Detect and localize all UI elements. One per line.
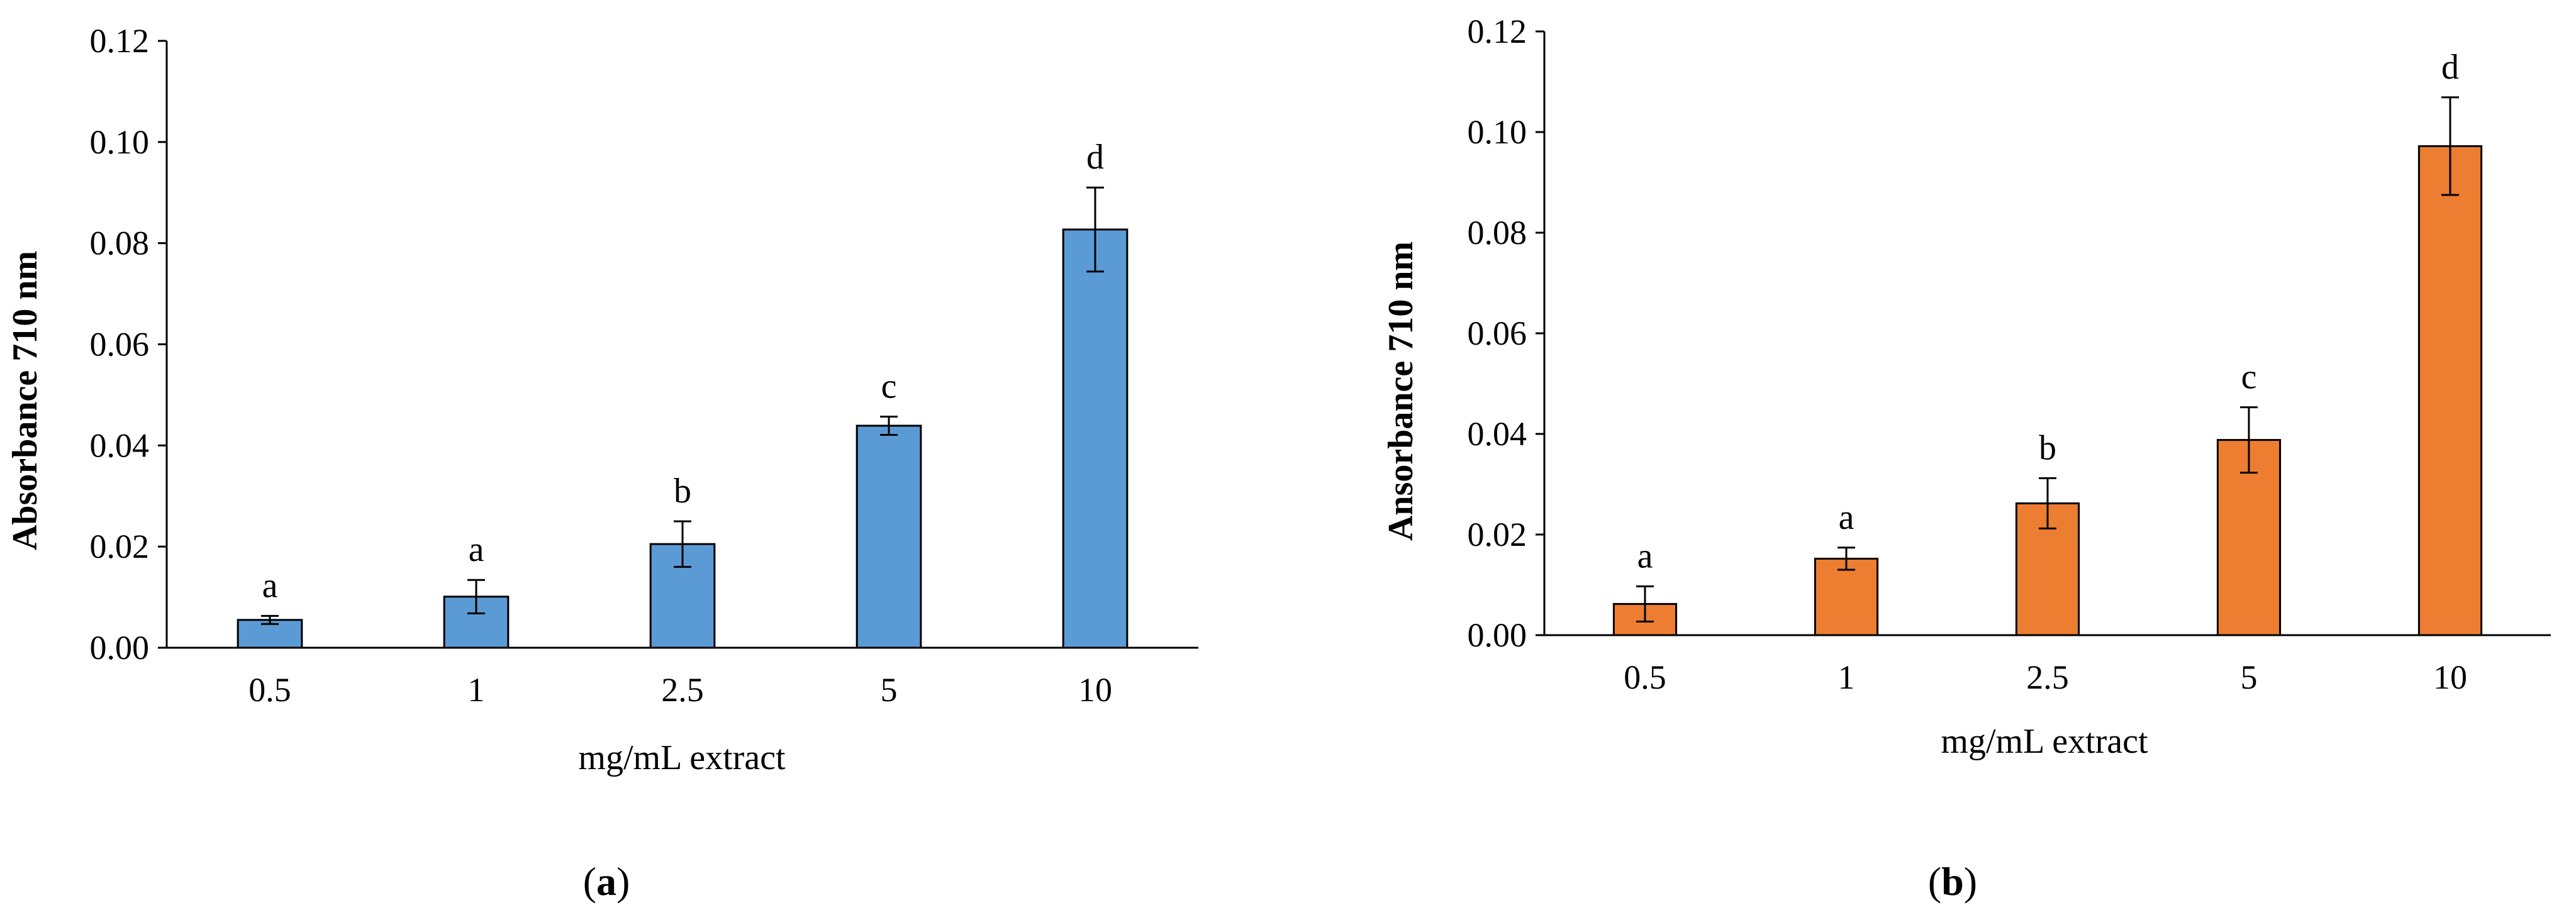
x-tick-label-b: 2.5 bbox=[2026, 658, 2069, 696]
x-axis-title-b: mg/mL extract bbox=[1941, 722, 2148, 761]
bar-b-10 bbox=[2417, 145, 2483, 636]
y-tick-label-a: 0.04 bbox=[90, 426, 150, 464]
y-tick-label-b: 0.06 bbox=[1468, 314, 1527, 352]
panel-label-a: (a) bbox=[583, 859, 630, 904]
y-tick-label-a: 0.00 bbox=[90, 629, 150, 667]
significance-label-b: a bbox=[1839, 498, 1854, 537]
y-tick-label-a: 0.02 bbox=[90, 528, 150, 565]
y-tick-label-b: 0.10 bbox=[1468, 113, 1527, 151]
x-tick-label-a: 2.5 bbox=[661, 671, 704, 709]
significance-label-b: a bbox=[1637, 536, 1653, 575]
x-tick-label-a: 10 bbox=[1078, 671, 1112, 709]
bar-a-5 bbox=[856, 424, 922, 649]
panel-letter-a: a bbox=[596, 859, 616, 904]
panel-letter-b: b bbox=[1941, 859, 1964, 904]
panel-b: Ansorbance 710 nm mg/mL extract (b) 0.00… bbox=[1381, 13, 2551, 904]
x-tick-label-a: 1 bbox=[468, 671, 485, 709]
panel-a: Absorbance 710 nm mg/mL extract (a) 0.00… bbox=[6, 22, 1198, 904]
x-axis-title-a: mg/mL extract bbox=[578, 738, 786, 777]
y-axis-title-a: Absorbance 710 nm bbox=[6, 251, 45, 550]
bar-a-10 bbox=[1062, 228, 1129, 649]
y-tick-label-a: 0.10 bbox=[90, 123, 150, 161]
significance-label-b: d bbox=[2441, 48, 2459, 87]
significance-label-a: b bbox=[674, 472, 691, 511]
y-tick-label-b: 0.04 bbox=[1468, 415, 1527, 453]
x-tick-label-a: 0.5 bbox=[248, 671, 291, 709]
x-tick-label-b: 10 bbox=[2433, 658, 2467, 696]
y-tick-label-a: 0.06 bbox=[90, 326, 150, 363]
y-axis-title-b: Ansorbance 710 nm bbox=[1381, 241, 1420, 541]
y-tick-label-b: 0.12 bbox=[1468, 13, 1527, 50]
y-tick-label-a: 0.08 bbox=[90, 225, 150, 262]
x-tick-label-b: 1 bbox=[1838, 658, 1855, 696]
x-tick-label-b: 0.5 bbox=[1624, 658, 1666, 696]
significance-label-a: a bbox=[469, 530, 484, 569]
x-tick-label-a: 5 bbox=[881, 671, 898, 709]
y-tick-label-b: 0.00 bbox=[1468, 616, 1527, 654]
y-tick-label-b: 0.02 bbox=[1468, 516, 1527, 553]
y-tick-label-b: 0.08 bbox=[1468, 214, 1527, 252]
significance-label-b: c bbox=[2241, 358, 2257, 397]
significance-label-a: d bbox=[1086, 138, 1104, 177]
y-tick-label-a: 0.12 bbox=[90, 22, 150, 60]
x-tick-label-b: 5 bbox=[2241, 658, 2258, 696]
significance-label-a: a bbox=[262, 566, 278, 605]
significance-label-b: b bbox=[2039, 428, 2056, 467]
panel-label-b: (b) bbox=[1928, 859, 1977, 904]
significance-label-a: c bbox=[881, 367, 897, 406]
